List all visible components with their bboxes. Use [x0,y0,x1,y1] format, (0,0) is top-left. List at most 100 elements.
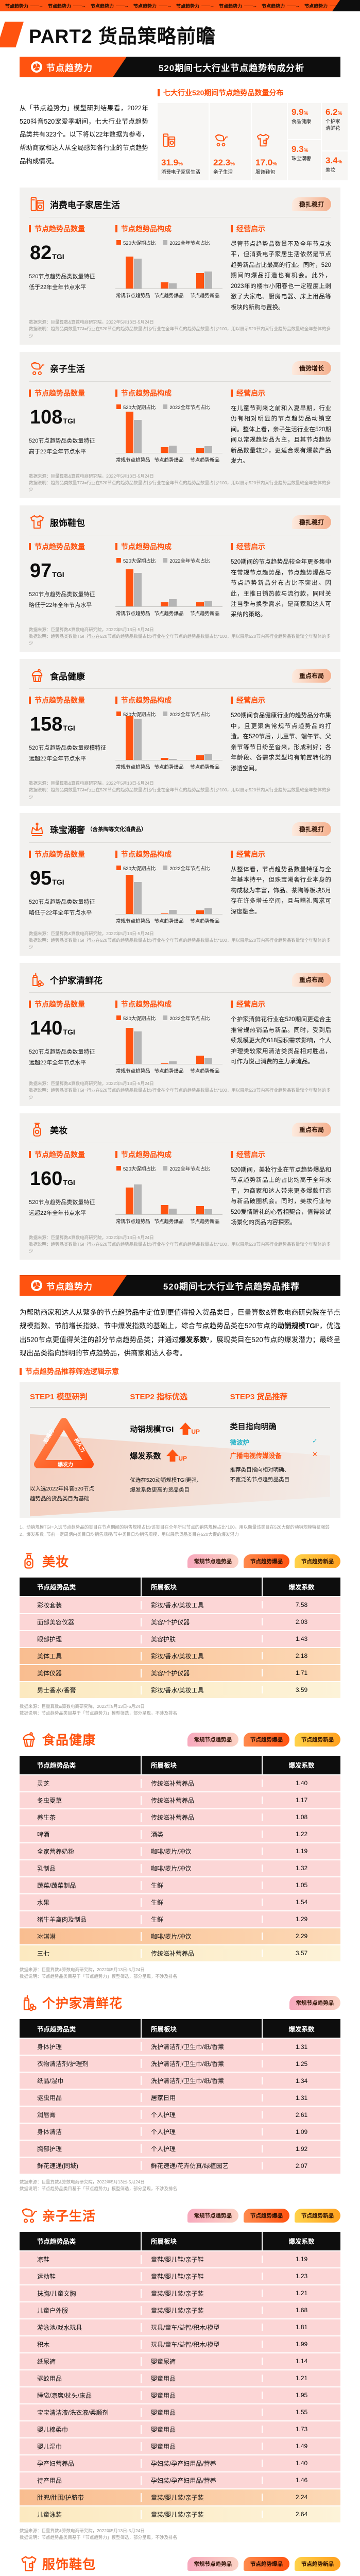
step-bodies: 规模力 持久力 爆发力 以入选2022年抖音520节点 趋势品的货品类目为基础 … [30,1415,330,1507]
chart-axis-labels: 常规节点趋势品 节点趋势爆品 节点趋势新品 [116,765,220,771]
coefficient-cell: 1.99 [262,2341,340,2348]
composition-bar-chart [115,568,222,607]
banner-wedge [332,0,360,11]
footnote-burst: 2、爆发系数=节前一定周期内类目日均销售规模/节中类目日均销售规模，用以展示货品… [20,1531,239,1537]
tgi-column-title: 节点趋势品数量 [29,388,107,398]
pill-hot: 节点趋势爆品 [244,2556,289,2571]
dist-label: 美妆 [325,167,336,173]
table-body: 身体护理 洗护清洁剂/卫生巾/纸/香薰 1.31 衣物清洁剂/护理剂 洗护清洁剂/卫生巾… [20,2039,340,2174]
logic-diagram: STEP1 模型研判 STEP2 指标优选 STEP3 货品推荐 规模力 持久力… [20,1382,340,1518]
tgi-description: 520节点趋势品类数量特征 远超22年全年节点水平 [29,1199,95,1216]
tgi-description: 520节点趋势品类数量特征 略低于22年全年节点水平 [29,591,95,609]
category-cell: 胸部护理 [37,2145,62,2153]
banner-segment: 节点趋势力 ——→ [48,3,86,9]
data-source-note: 数据来源：巨量算数&算数电商研究院，2022年5月13日-5月24日 数据说明：… [20,1967,178,1979]
category-cell: 婴儿湿巾 [37,2443,62,2450]
check-icon: ✓ [312,1437,318,1445]
dist-cell-beauty: 3.4% 美妆 [322,151,348,180]
coefficient-cell: 1.14 [262,2358,340,2365]
tgi-column-title: 节点趋势品数量 [29,224,107,234]
tgi-description: 520节点趋势品类数量特征 远超22年全年节点水平 [29,1049,95,1066]
banner-segment: 节点趋势力 ——→ [133,3,172,9]
pill-new: 节点趋势新品 [295,2556,340,2571]
dist-value: 31.9% [161,158,183,168]
table-row: 凉鞋 童鞋/婴儿鞋/亲子鞋 1.19 [20,2251,340,2267]
step2-caption: 优选在520动销规模TGI更强、 爆发系数更高的货品类目 [130,1477,202,1494]
dist-label: 个护家清鲜花 [325,119,340,131]
metric-tgi-label: 动销规模TGI [130,1425,174,1434]
insight-column: 经营启示 个护家清鲜花行业在520期间更适合主推常规热销品与新品。同时，受到后续… [231,999,331,1074]
coefficient-cell: 1.08 [262,1814,340,1821]
category-cell: 面部美容仪器 [37,1618,75,1626]
steps-divider [30,1407,330,1408]
coefficient-cell: 1.40 [262,2460,340,2467]
banner-segment: 节点趋势力 ——→ [91,3,129,9]
board-cell: 鲜花速递/花卉仿真/绿植园艺 [141,2161,262,2171]
table-row: 乳制品 咖啡/麦片/冲饮 1.32 [20,1860,340,1876]
table-section-title: 食品健康 [42,1733,96,1748]
category-cell: 男士香水/香膏 [37,1686,76,1694]
insight-text: 从整体看，节点趋势品数量特征与全年基本持平，但珠宝潮奢行业本身的构成极为丰富，饰… [231,866,331,915]
chart-axis-labels: 常规节点趋势品 节点趋势爆品 节点趋势新品 [116,1069,220,1075]
metric-burst-label: 爆发系数 [130,1451,161,1461]
pill-regular: 常规节点趋势品 [187,1732,238,1747]
coefficient-cell: 1.21 [262,2375,340,2382]
chart-legend: 520大促期占比 2022全年节点占比 [116,1014,222,1022]
card-header: 个护家清鲜花 重点布局 [29,971,331,993]
table-body: 灵芝 传统滋补营养品 1.40 冬虫夏草 传统滋补营养品 1.17 养生茶 传统滋补营养品 1.… [20,1775,340,1961]
strategy-badge: 借势增长 [292,361,331,376]
dist-label: 食品健康 [292,119,312,125]
title-slash-decoration [0,22,24,47]
coefficient-cell: 1.23 [262,2273,340,2280]
step-titles: STEP1 模型研判 STEP2 指标优选 STEP3 货品推荐 [30,1391,330,1407]
pill-hot: 节点趋势爆品 [244,1732,289,1747]
board-cell: 洗护清洁剂/卫生巾/纸/香薰 [141,2076,262,2086]
board-cell: 童装/婴儿装/亲子装 [141,2493,262,2502]
dist-value: 6.2% [325,107,342,117]
coefficient-cell: 1.31 [262,2043,340,2050]
insight-text: 520期间的节点趋势品较全年更多集中在常规节点趋势品，节点趋势爆品与节点趋势新品… [231,559,331,618]
up-arrow-icon: UP [166,1449,187,1462]
category-cell: 猪牛羊禽肉及制品 [37,1916,87,1923]
coefficient-cell: 2.64 [262,2511,340,2518]
stroller-icon [29,360,45,377]
table-row: 孕产妇营养品 孕妇装/孕产妇用品/营养 1.40 [20,2455,340,2471]
board-cell: 传统滋补营养品 [141,1778,262,1788]
dist-value: 22.3% [213,158,235,168]
data-source-note: 数据来源：巨量算数&算数电商研究院，2022年5月13日-5月24日 数据说明：… [29,626,331,646]
pill-hot: 节点趋势爆品 [244,2208,289,2223]
chart-axis-labels: 常规节点趋势品 节点趋势爆品 节点趋势新品 [116,457,220,463]
table-body: 彩妆套装 彩妆/香水/美妆工具 7.58 面部美容仪器 美容/个护仪器 2.03 眼部护理美… [20,1597,340,1698]
banner-segment: 节点趋势力 ——→ [262,3,300,9]
table-row: 纸品/湿巾 洗护清洁剂/卫生巾/纸/香薰 1.34 [20,2073,340,2089]
tgi-column: 节点趋势品数量 160TGI 520节点趋势品类数量特征 远超22年全年节点水平 [29,1149,107,1228]
coefficient-cell: 1.25 [262,2060,340,2067]
board-cell: 咖啡/麦片/冲饮 [141,1863,262,1873]
category-cell: 驱蚊用品 [37,2375,62,2382]
industry-card: 美妆 重点布局 节点趋势品数量 160TGI 520节点趋势品类数量特征 远超2… [20,1113,340,1260]
category-cell: 运动鞋 [37,2273,56,2280]
tgi-value: 140TGI [30,1018,75,1040]
card-title-suffix: （含茶陶等文化消费品） [87,826,147,833]
insight-text: 个护家清鲜花行业在520期间更适合主推常规热销品与新品。同时，受到后续规模更大的… [231,1016,331,1065]
category-cell: 啤酒 [37,1831,50,1838]
dist-col-d: 9.9% 食品健康 9.3% 珠宝潮奢 [288,103,321,180]
top-banner: 节点趋势力 ——→ 节点趋势力 ——→ 节点趋势力 ——→ 节点趋势力 ——→ 节点趋势力 ——→… [0,0,360,11]
section1-intro-text: 从「节点趋势力」模型研判结果看，2022年520抖音520宠爱季期间，七大行业节… [20,105,149,165]
stroller-icon [213,132,247,150]
category-cell: 养生茶 [37,1814,56,1821]
chart-legend: 520大促期占比 2022全年节点占比 [116,403,222,411]
pill-regular: 常规节点趋势品 [187,2556,238,2571]
page-title: PART2 货品策略前瞻 [29,26,216,47]
board-cell: 个人护理 [141,2127,262,2137]
tgi-value: 158TGI [30,714,75,736]
composition-title: 节点趋势品构成 [115,695,222,705]
tgi-column: 节点趋势品数量 97TGI 520节点趋势品类数量特征 略低于22年全年节点水平 [29,541,107,620]
table-row: 驱蚊用品 婴童用品 1.21 [20,2370,340,2386]
type-legend-pills: 常规节点趋势品 节点趋势爆品 节点趋势新品 [187,2556,340,2573]
board-cell: 童鞋/婴儿鞋/亲子鞋 [141,2272,262,2281]
insight-title: 经营启示 [231,695,331,705]
composition-column: 节点趋势品构成 520大促期占比 2022全年节点占比 常规节点趋势品 节点趋势爆… [115,695,222,774]
metric-tgi-row: 动销规模TGI UP [130,1422,230,1435]
